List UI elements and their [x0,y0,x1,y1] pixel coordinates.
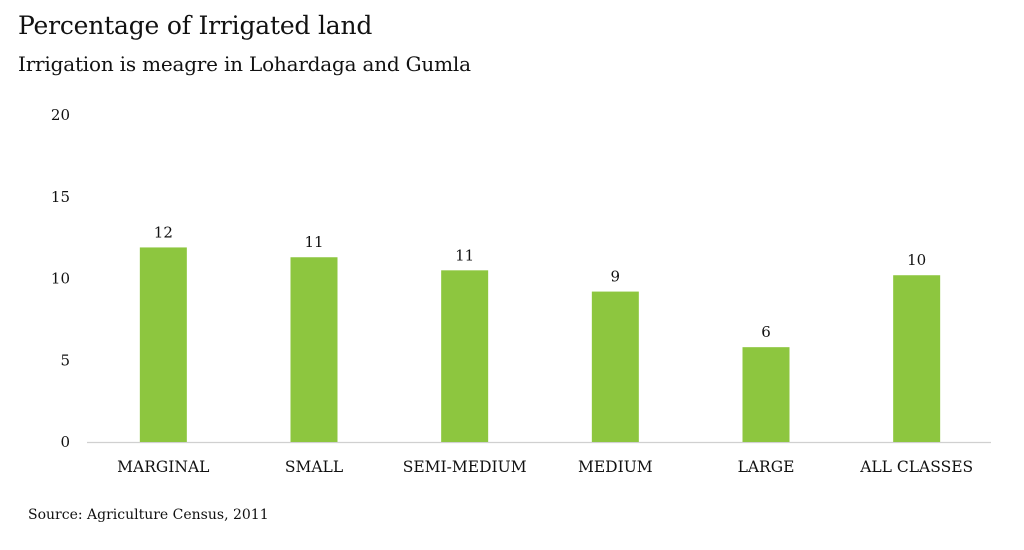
bar-large [742,347,790,442]
bar-medium [591,291,639,442]
x-tick-label: SMALL [285,458,343,476]
x-tick-label: MEDIUM [578,458,653,476]
data-label: 10 [907,251,926,269]
chart-subtitle: Irrigation is meagre in Lohardaga and Gu… [18,52,471,76]
bar-small [290,257,338,442]
data-label: 6 [761,323,771,341]
data-label: 12 [154,223,173,241]
bar-semi-medium [441,270,489,442]
y-tick-label: 15 [51,188,70,206]
x-tick-label: SEMI-MEDIUM [403,458,527,476]
data-label: 11 [455,246,474,264]
chart-title: Percentage of Irrigated land [18,11,373,40]
y-tick-label: 20 [51,106,70,124]
x-tick-label: MARGINAL [117,458,209,476]
bar-marginal [139,247,187,442]
bar-all-classes [893,275,941,442]
x-tick-label: ALL CLASSES [859,458,973,476]
source-note: Source: Agriculture Census, 2011 [28,507,269,523]
data-labels: 12 11 11 9 6 10 [154,223,926,341]
y-tick-label: 5 [60,351,70,369]
data-label: 9 [611,268,621,286]
x-tick-label: LARGE [738,458,795,476]
y-tick-label: 0 [60,433,70,451]
y-axis-ticks: 0 5 10 15 20 [51,106,70,451]
x-axis-labels: MARGINAL SMALL SEMI-MEDIUM MEDIUM LARGE ALL C… [117,458,973,476]
data-label: 11 [304,233,323,251]
y-tick-label: 10 [51,270,70,288]
bars [139,247,941,442]
